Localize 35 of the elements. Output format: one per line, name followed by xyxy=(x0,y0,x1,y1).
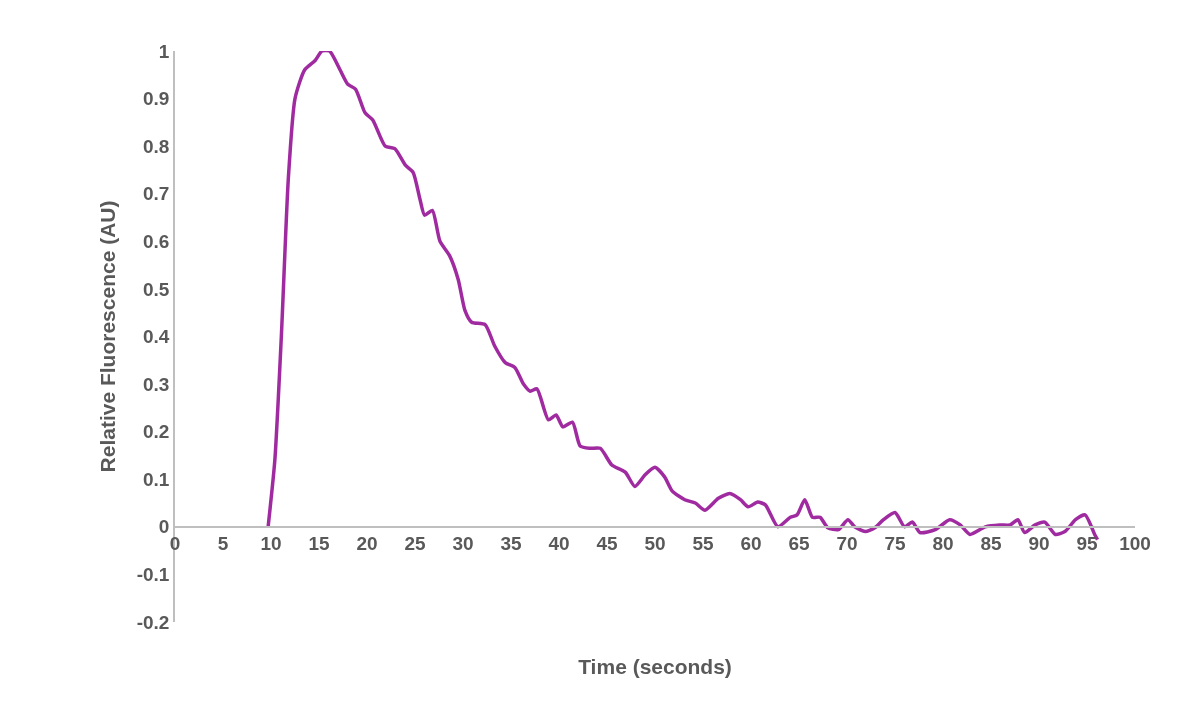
y-tick-label: 0 xyxy=(158,516,170,538)
x-tick-label: 20 xyxy=(356,533,378,555)
x-tick-label: 65 xyxy=(788,533,810,555)
y-tick-label: 0.2 xyxy=(143,421,170,443)
x-tick-label: 40 xyxy=(548,533,570,555)
x-tick-label: 5 xyxy=(217,533,229,555)
y-tick-label: -0.1 xyxy=(136,564,170,586)
y-tick-label: -0.2 xyxy=(136,611,170,633)
x-tick-label: 15 xyxy=(308,533,330,555)
x-tick-label: 50 xyxy=(644,533,666,555)
x-tick-label: 80 xyxy=(932,533,954,555)
x-tick-label: 10 xyxy=(260,533,282,555)
x-tick-label: 25 xyxy=(404,533,426,555)
y-axis-title: Relative Fluorescence (AU) xyxy=(96,200,120,473)
x-tick-label: 100 xyxy=(1119,533,1151,555)
y-tick-label: 0.4 xyxy=(143,326,170,348)
x-tick-label: 30 xyxy=(452,533,474,555)
x-tick-label: 60 xyxy=(740,533,762,555)
y-tick-label: 0.1 xyxy=(143,468,170,490)
x-tick-label: 45 xyxy=(596,533,618,555)
x-tick-label: 90 xyxy=(1028,533,1050,555)
x-tick-label: 70 xyxy=(836,533,858,555)
x-tick-label: 95 xyxy=(1076,533,1098,555)
x-tick-label: 75 xyxy=(884,533,906,555)
x-tick-label: 55 xyxy=(692,533,714,555)
x-tick-label: 85 xyxy=(980,533,1002,555)
y-tick-label: 0.5 xyxy=(143,278,170,300)
y-tick-label: 0.8 xyxy=(143,135,170,157)
y-tick-label: 1 xyxy=(158,40,170,62)
x-tick-label: 35 xyxy=(500,533,522,555)
y-tick-label: 0.3 xyxy=(143,373,170,395)
y-tick-label: 0.9 xyxy=(143,88,170,110)
y-tick-label: 0.7 xyxy=(143,183,170,205)
x-axis-title: Time (seconds) xyxy=(578,655,732,679)
y-tick-label: 0.6 xyxy=(143,230,170,252)
